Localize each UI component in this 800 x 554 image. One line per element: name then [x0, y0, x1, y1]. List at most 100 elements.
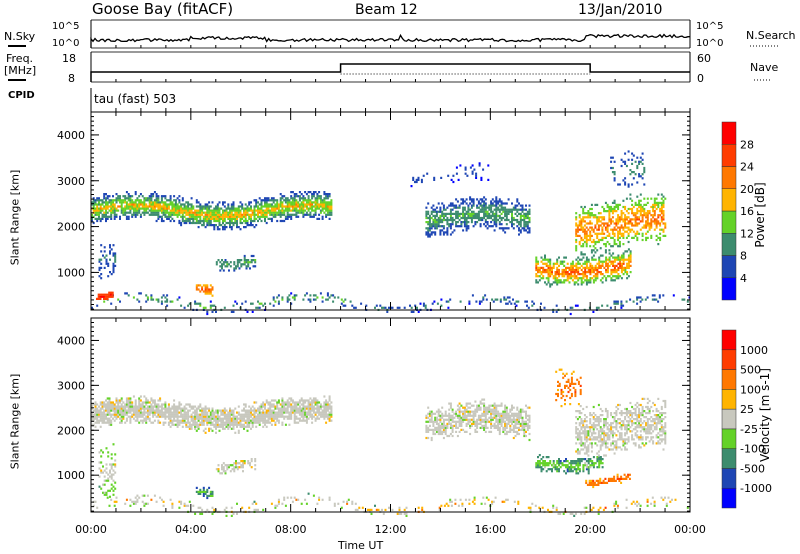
power-cell [451, 231, 454, 234]
velocity-cell [311, 415, 314, 418]
power-cell [122, 209, 125, 212]
power-cell [652, 214, 655, 217]
power-cell [597, 306, 600, 309]
velocity-cell [326, 409, 329, 412]
power-cell [218, 228, 221, 231]
velocity-cell [108, 421, 111, 424]
power-cell [481, 206, 484, 209]
velocity-cell [274, 417, 277, 420]
power-cell [580, 236, 583, 239]
power-cell [190, 205, 193, 208]
nave-top-tick: 60 [697, 52, 711, 65]
power-cell [206, 219, 209, 223]
power-cell [592, 268, 595, 272]
power-cell [209, 292, 212, 295]
power-cell [554, 271, 557, 274]
power-cell [255, 224, 258, 227]
velocity-cell [258, 405, 261, 408]
velocity-cell [141, 413, 144, 416]
power-cell [629, 169, 632, 172]
power-cell [330, 211, 333, 214]
velocity-cell [298, 413, 301, 416]
velocity-cell [225, 506, 228, 509]
velocity-cell [222, 421, 224, 424]
power-cell [570, 264, 573, 267]
power-cell [580, 205, 583, 209]
power-cell [659, 236, 662, 239]
power-cell [213, 219, 216, 223]
power-cell [479, 216, 482, 220]
power-cell [222, 228, 224, 231]
power-cell [467, 206, 470, 209]
power-cell [587, 258, 590, 261]
velocity-cell [434, 412, 437, 415]
power-cell [243, 207, 245, 210]
power-cell [606, 230, 609, 233]
velocity-cell [101, 413, 104, 416]
power-cell [481, 204, 484, 207]
velocity-cell [155, 405, 158, 408]
velocity-cell [206, 488, 209, 491]
velocity-cell [213, 425, 216, 428]
power-cell [460, 223, 463, 226]
power-cell [525, 229, 527, 232]
power-cell [491, 202, 494, 205]
velocity-cell [115, 409, 118, 412]
power-cell [477, 202, 480, 205]
power-cell [136, 199, 139, 202]
power-cell [293, 197, 296, 200]
velocity-cell [220, 421, 223, 424]
velocity-cell [236, 425, 238, 428]
velocity-cell [279, 413, 282, 416]
power-cell [428, 218, 431, 222]
power-cell [264, 211, 266, 214]
power-cell [188, 302, 191, 305]
velocity-cell [159, 421, 162, 424]
velocity-cell [307, 401, 310, 404]
power-cell [229, 207, 231, 210]
power-cell [235, 267, 237, 270]
velocity-cell [159, 415, 162, 418]
velocity-cell [254, 460, 257, 463]
power-cell [439, 221, 442, 224]
velocity-cell [99, 417, 102, 420]
velocity-cell [227, 419, 230, 422]
velocity-cell [277, 419, 280, 422]
velocity-cell [171, 502, 174, 505]
power-cell [525, 204, 527, 207]
power-cell [174, 205, 177, 208]
velocity-cell [92, 504, 95, 507]
power-cell [631, 212, 634, 215]
velocity-cell [152, 399, 155, 402]
power-cell [209, 288, 212, 291]
power-cell [613, 179, 616, 182]
velocity-cell [134, 399, 137, 402]
power-cell [187, 213, 190, 216]
velocity-cell [202, 492, 205, 495]
velocity-cell [106, 403, 109, 406]
velocity-cell [241, 425, 244, 428]
power-cell [155, 201, 158, 204]
power-cell [613, 177, 616, 180]
velocity-cell [262, 425, 265, 428]
velocity-cell [108, 407, 111, 410]
power-cell [445, 300, 448, 303]
velocity-cell [194, 419, 197, 422]
power-cell [190, 221, 193, 225]
power-cell [229, 224, 231, 227]
power-cell [185, 205, 188, 208]
power-cell [230, 221, 233, 225]
velocity-cell [281, 407, 284, 410]
velocity-cell [124, 405, 127, 408]
velocity-cell [129, 498, 132, 501]
power-cell [316, 195, 319, 198]
velocity-cell [132, 411, 135, 414]
power-cell [312, 201, 315, 204]
power-cell [599, 232, 602, 235]
power-cell [683, 298, 686, 301]
velocity-cell [323, 417, 326, 420]
velocity-cell [194, 405, 197, 408]
power-cell [127, 193, 130, 196]
velocity-cell [208, 419, 211, 422]
velocity-cell [215, 468, 218, 471]
